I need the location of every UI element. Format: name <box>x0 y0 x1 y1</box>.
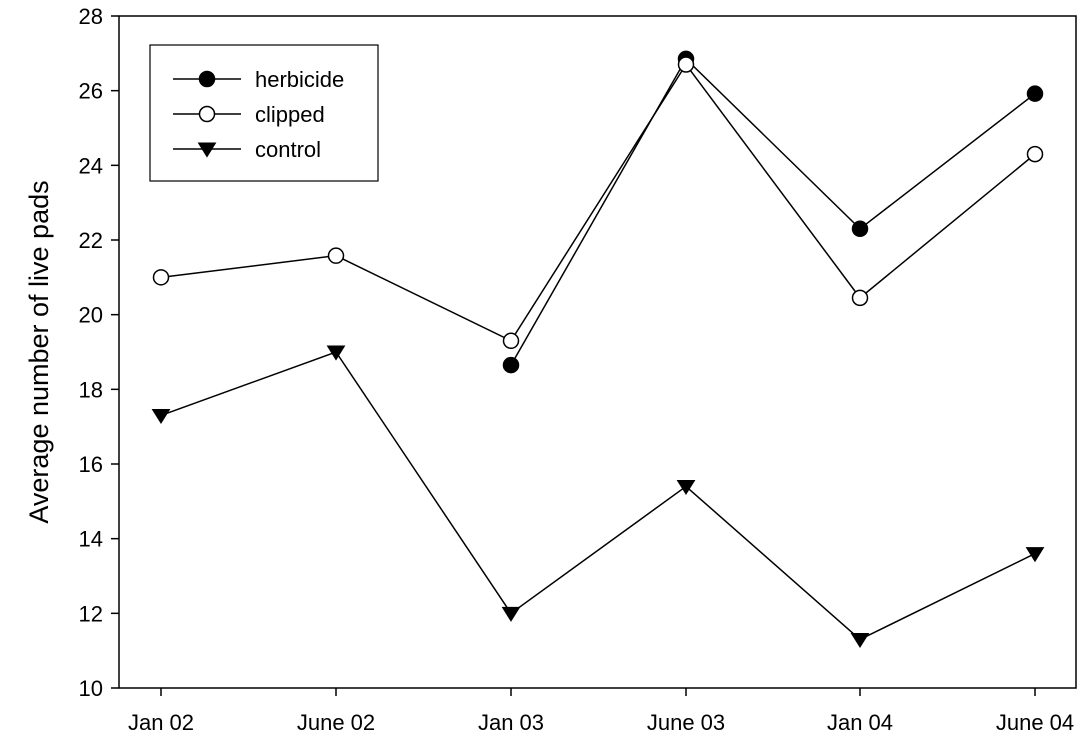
data-point-clipped <box>502 332 520 350</box>
data-point-control <box>850 633 870 649</box>
data-point-control <box>1025 547 1045 563</box>
y-tick-label: 24 <box>79 153 103 178</box>
series-line-herbicide <box>510 57 1036 366</box>
x-tick-label: Jan 04 <box>827 710 893 735</box>
legend-marker-clipped <box>198 105 216 123</box>
y-tick-label: 12 <box>79 601 103 626</box>
x-tick-label: Jan 03 <box>478 710 544 735</box>
x-tick-label: June 03 <box>647 710 725 735</box>
legend-marker-control <box>197 142 217 158</box>
y-tick-label: 18 <box>79 377 103 402</box>
y-tick-label: 22 <box>79 228 103 253</box>
series-herbicide <box>502 50 1044 374</box>
y-tick-label: 28 <box>79 4 103 29</box>
legend: herbicide clipped control <box>149 44 379 182</box>
plot-area-frame <box>118 15 1077 689</box>
series-control <box>151 345 1045 649</box>
x-tick-label: Jan 02 <box>128 710 194 735</box>
y-axis-ticks: 10 12 14 16 18 20 22 24 26 28 <box>79 4 119 701</box>
x-tick-label: June 02 <box>297 710 375 735</box>
series-line-clipped <box>160 63 1036 342</box>
data-point-clipped <box>851 289 869 307</box>
x-axis-ticks: Jan 02 June 02 Jan 03 June 03 Jan 04 June 04 <box>128 688 1074 735</box>
data-point-herbicide <box>851 220 869 238</box>
legend-label-clipped: clipped <box>255 102 325 127</box>
legend-marker-herbicide <box>198 70 216 88</box>
x-tick-label: June 04 <box>996 710 1074 735</box>
y-tick-label: 10 <box>79 676 103 701</box>
series-clipped <box>152 56 1044 350</box>
data-point-clipped <box>152 269 170 286</box>
y-tick-label: 20 <box>79 303 103 328</box>
data-point-control <box>151 409 171 425</box>
series-line-control <box>160 351 1036 641</box>
data-point-clipped <box>677 56 695 73</box>
data-point-herbicide <box>502 356 520 374</box>
y-tick-label: 14 <box>79 527 103 552</box>
data-point-control <box>676 479 696 495</box>
data-point-control <box>501 606 521 622</box>
legend-box <box>149 44 379 182</box>
legend-label-control: control <box>255 137 321 162</box>
y-tick-label: 16 <box>79 452 103 477</box>
legend-label-herbicide: herbicide <box>255 67 344 92</box>
y-axis-title: Average number of live pads <box>24 180 54 523</box>
series-layer <box>151 50 1045 649</box>
data-point-herbicide <box>1026 85 1044 102</box>
data-point-clipped <box>327 247 345 264</box>
data-point-clipped <box>1026 145 1044 163</box>
data-point-control <box>326 345 346 361</box>
y-tick-label: 26 <box>79 79 103 104</box>
